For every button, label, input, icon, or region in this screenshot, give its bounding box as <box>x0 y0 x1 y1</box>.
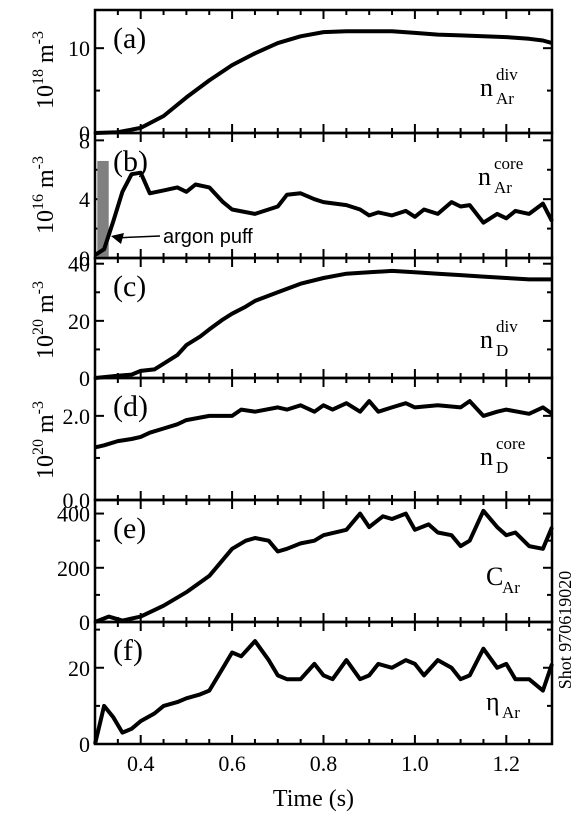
x-tick-label: 1.0 <box>401 751 429 776</box>
quantity-subscript: Ar <box>502 578 520 597</box>
y-unit-label: 1018 m-3 <box>30 31 59 109</box>
quantity-superscript: div <box>496 65 518 84</box>
panel-frame <box>93 376 554 502</box>
quantity-label: n <box>480 442 493 471</box>
x-tick-label: 0.6 <box>218 751 246 776</box>
data-line <box>93 170 554 257</box>
y-tick-label: 20 <box>68 309 90 334</box>
quantity-subscript: D <box>496 341 508 360</box>
x-axis-label: Time (s) <box>273 786 354 812</box>
panel-tag: (b) <box>113 145 148 178</box>
y-unit-label: 1016 m-3 <box>30 156 59 234</box>
y-tick-label: 400 <box>57 502 90 527</box>
panel-b: 0 4 8 (b) 1016 m-3 n Ar core argon puff <box>30 128 554 271</box>
panel-e: 0 200 400 (e) CAr <box>57 498 554 635</box>
quantity-superscript: div <box>496 317 518 336</box>
panel-a: 0 10 (a) 1018 m-3 n Ar div <box>30 8 554 146</box>
data-line <box>93 639 554 745</box>
y-tick-label: 0 <box>79 366 90 391</box>
annotation-text: argon puff <box>163 226 253 248</box>
y-unit-label: 1020 m-3 <box>30 281 59 359</box>
y-tick-label: 0.0 <box>63 488 91 513</box>
data-line <box>94 399 554 450</box>
quantity-superscript: core <box>494 154 523 173</box>
quantity-label: C <box>486 562 503 591</box>
quantity-label: η <box>486 687 500 716</box>
quantity-subscript: Ar <box>494 178 512 197</box>
quantity-label: n <box>480 325 493 354</box>
annotation-arrow-head <box>110 232 124 244</box>
y-tick-label: 0 <box>79 732 90 757</box>
argon-puff-bar <box>97 160 109 258</box>
x-tick-label: 0.4 <box>127 751 155 776</box>
y-tick-label: 200 <box>57 556 90 581</box>
x-tick-label: 1.2 <box>493 751 521 776</box>
y-tick-label: 40 <box>68 252 90 277</box>
y-tick-label: 0 <box>79 610 90 635</box>
y-tick-label: 0 <box>79 246 90 271</box>
y-tick-label: 4 <box>79 187 90 212</box>
y-tick-label: 0 <box>79 121 90 146</box>
panel-tag: (e) <box>113 512 146 545</box>
quantity-superscript: core <box>496 434 525 453</box>
y-tick-label: 20 <box>68 656 90 681</box>
panel-tag: (d) <box>113 390 148 423</box>
quantity-label: n <box>480 73 493 102</box>
x-tick-label: 0.8 <box>310 751 338 776</box>
panel-tag: (f) <box>113 634 143 667</box>
data-line <box>94 268 552 380</box>
quantity-subscript: Ar <box>502 703 520 722</box>
quantity-subscript: D <box>496 458 508 477</box>
panel-tag: (a) <box>113 22 146 55</box>
quantity-subscript: Ar <box>496 89 514 108</box>
quantity-label: n <box>478 162 491 191</box>
y-tick-label: 10 <box>68 36 90 61</box>
data-line <box>94 508 554 624</box>
panel-frame <box>93 620 554 746</box>
panel-tag: (c) <box>113 270 146 303</box>
data-line <box>94 29 553 135</box>
panel-f: 0 20 (f) η Ar 0.4 0.6 0.8 1.0 1.2 <box>68 620 554 776</box>
y-tick-label: 8 <box>79 128 90 153</box>
y-tick-label: 2.0 <box>63 404 91 429</box>
y-unit-label: 1020 m-3 <box>30 401 59 479</box>
shot-label: Shot 970619020 <box>555 571 575 690</box>
